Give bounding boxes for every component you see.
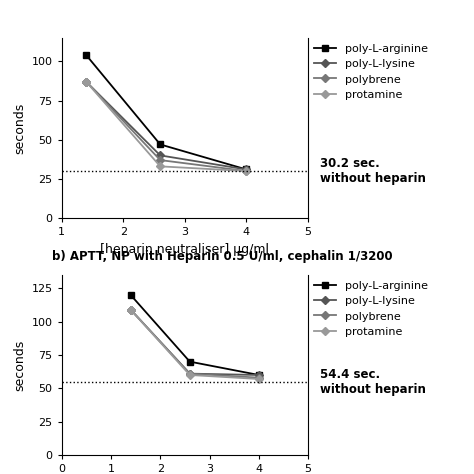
Text: 54.4 sec.
without heparin: 54.4 sec. without heparin: [320, 368, 426, 396]
Y-axis label: seconds: seconds: [13, 339, 26, 391]
Y-axis label: seconds: seconds: [13, 102, 26, 154]
Legend: poly-L-arginine, poly-L-lysine, polybrene, protamine: poly-L-arginine, poly-L-lysine, polybren…: [314, 281, 428, 337]
Text: b) APTT, NP with Heparin 0.5 U/ml, cephalin 1/3200: b) APTT, NP with Heparin 0.5 U/ml, cepha…: [52, 250, 393, 263]
X-axis label: [heparin neutraliser] μg/ml: [heparin neutraliser] μg/ml: [100, 243, 269, 255]
Legend: poly-L-arginine, poly-L-lysine, polybrene, protamine: poly-L-arginine, poly-L-lysine, polybren…: [314, 44, 428, 100]
Text: 30.2 sec.
without heparin: 30.2 sec. without heparin: [320, 157, 426, 185]
